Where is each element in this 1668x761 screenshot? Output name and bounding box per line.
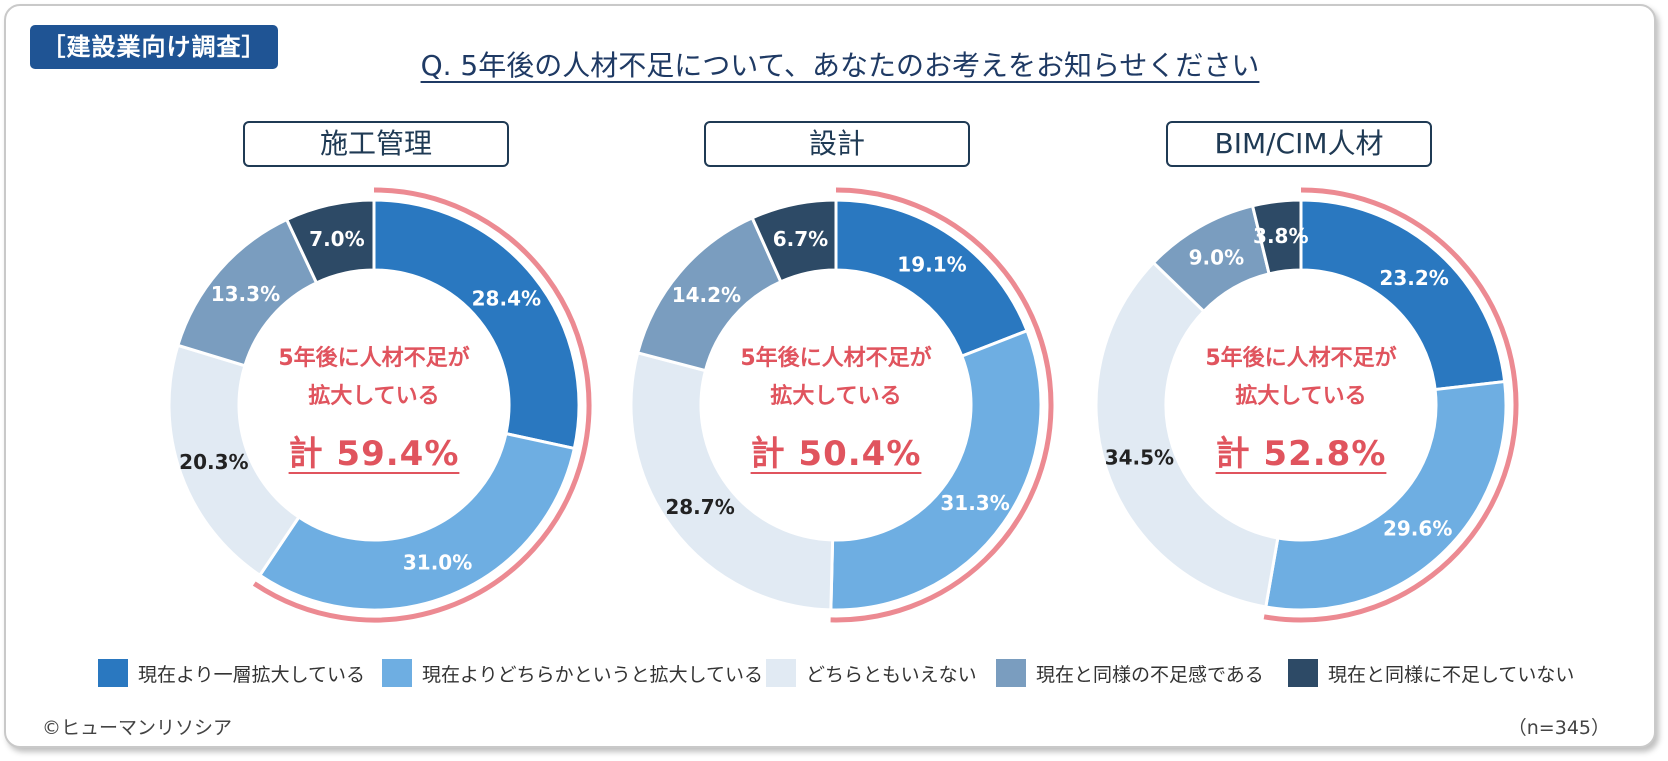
center-caption-3: 5年後に人材不足が 拡大している 計 52.8% xyxy=(1181,340,1421,475)
center-caption-line2: 拡大している xyxy=(308,384,440,409)
chart-title-1: 施工管理 xyxy=(243,121,509,167)
highlight-arc xyxy=(1263,187,1519,623)
slice-label: 19.1% xyxy=(897,253,966,277)
survey-tag: ［建設業向け調査］ xyxy=(30,25,278,69)
slice-label: 9.0% xyxy=(1189,246,1244,270)
legend-label: 現在と同様の不足感である xyxy=(1036,663,1264,686)
legend-label: 現在より一層拡大している xyxy=(138,663,366,686)
slice-label: 28.4% xyxy=(472,286,541,310)
donut-slice xyxy=(1264,379,1508,612)
legend-label: 現在よりどちらかというと拡大している xyxy=(422,663,764,686)
donut-slice xyxy=(1250,198,1303,276)
donut-slice xyxy=(750,198,838,284)
slice-label: 7.0% xyxy=(309,227,364,251)
center-caption-line1: 5年後に人材不足が xyxy=(278,346,470,371)
highlight-arc xyxy=(830,187,1054,623)
legend-item: どちらともいえない xyxy=(766,658,977,688)
center-total-1: 計 59.4% xyxy=(288,434,460,474)
chart-title-3: BIM/CIM人材 xyxy=(1166,121,1432,167)
legend-item: 現在と同様の不足感である xyxy=(996,658,1264,688)
center-caption-line2: 拡大している xyxy=(770,384,902,409)
legend-swatch xyxy=(766,659,796,687)
donut-slice xyxy=(1299,198,1507,392)
slice-label: 14.2% xyxy=(672,283,741,307)
donut-slice xyxy=(257,431,577,612)
donut-slice xyxy=(829,328,1043,612)
center-total-2: 計 50.4% xyxy=(750,434,922,474)
legend-item: 現在より一層拡大している xyxy=(98,658,365,688)
slice-label: 23.2% xyxy=(1379,266,1448,290)
donut-slice xyxy=(372,198,581,451)
slice-label: 20.3% xyxy=(179,450,248,474)
slice-label: 13.3% xyxy=(211,282,280,306)
legend-item: 現在よりどちらかというと拡大している xyxy=(382,658,763,688)
donut-slice xyxy=(629,350,835,612)
legend-swatch xyxy=(98,659,128,687)
legend: 現在より一層拡大している 現在よりどちらかというと拡大している どちらともいえな… xyxy=(0,658,1668,692)
center-caption-2: 5年後に人材不足が 拡大している 計 50.4% xyxy=(716,340,956,475)
legend-swatch xyxy=(996,659,1026,687)
legend-swatch xyxy=(1288,659,1318,687)
donut-slice xyxy=(834,198,1030,359)
sample-size: （n=345） xyxy=(1507,717,1610,739)
donut-slice xyxy=(284,198,376,285)
highlight-arc xyxy=(252,187,592,623)
legend-label: 現在と同様に不足していない xyxy=(1328,663,1575,686)
slice-label: 28.7% xyxy=(665,495,734,519)
copyright: ©ヒューマンリソシア xyxy=(42,717,233,739)
chart-title-2: 設計 xyxy=(704,121,970,167)
slice-label: 6.7% xyxy=(773,227,828,251)
center-caption-line1: 5年後に人材不足が xyxy=(1205,346,1397,371)
slice-label: 31.3% xyxy=(940,491,1009,515)
legend-swatch xyxy=(382,659,412,687)
legend-label: どちらともいえない xyxy=(806,663,977,686)
legend-item: 現在と同様に不足していない xyxy=(1288,658,1574,688)
slice-label: 34.5% xyxy=(1105,446,1174,470)
slice-label: 3.8% xyxy=(1253,224,1308,248)
slice-label: 31.0% xyxy=(403,551,472,575)
slice-label: 29.6% xyxy=(1383,517,1452,541)
center-total-3: 計 52.8% xyxy=(1215,434,1387,474)
center-caption-line2: 拡大している xyxy=(1235,384,1367,409)
question-title: Q. 5年後の人材不足について、あなたのお考えをお知らせください xyxy=(420,49,1260,82)
donut-slice xyxy=(1094,260,1280,609)
center-caption-line1: 5年後に人材不足が xyxy=(740,346,932,371)
center-caption-1: 5年後に人材不足が 拡大している 計 59.4% xyxy=(254,340,494,475)
